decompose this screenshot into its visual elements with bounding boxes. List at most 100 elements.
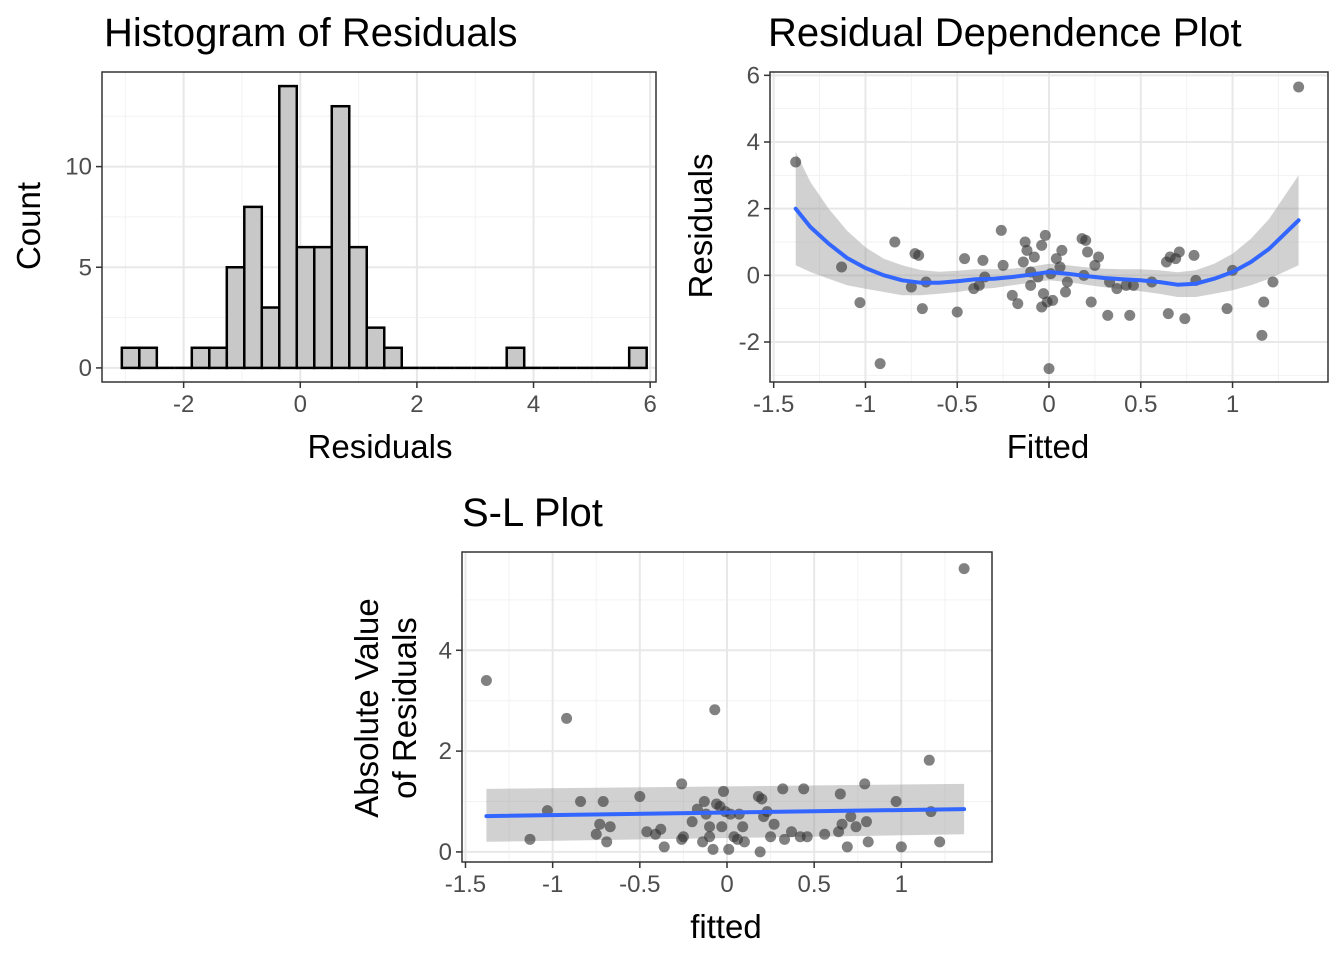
x-tick-label: 0 <box>1042 391 1055 418</box>
y-tick-label: 2 <box>439 738 452 765</box>
scatter-point <box>1085 296 1097 308</box>
scatter-point <box>786 826 798 838</box>
scatter-point <box>1043 363 1055 375</box>
scatter-point <box>718 785 730 797</box>
sl-plot-x-axis-label: fitted <box>690 908 762 945</box>
scatter-point <box>634 790 646 802</box>
scatter-point <box>601 836 613 848</box>
scatter-point <box>1017 256 1029 268</box>
scatter-point <box>958 563 970 575</box>
x-tick-label: 0.5 <box>797 871 830 898</box>
smooth-line <box>793 206 1301 287</box>
x-tick-label: 2 <box>410 391 423 418</box>
scatter-point <box>997 259 1009 271</box>
y-tick-label: 6 <box>747 62 760 89</box>
scatter-point <box>779 833 791 845</box>
scatter-point <box>801 831 813 843</box>
scatter-point <box>1256 329 1268 341</box>
y-tick-label: 4 <box>439 637 452 664</box>
scatter-point <box>777 783 789 795</box>
scatter-point <box>890 796 902 808</box>
scatter-point <box>834 788 846 800</box>
scatter-point <box>707 843 719 855</box>
histogram-bar <box>348 245 369 370</box>
histogram-panel: Histogram of Residuals Residuals Count -… <box>10 11 657 465</box>
scatter-point <box>836 818 848 830</box>
y-tick-label: 0 <box>747 262 760 289</box>
scatter-point <box>859 778 871 790</box>
scatter-point <box>658 841 670 853</box>
x-tick-label: 1 <box>895 871 908 898</box>
scatter-point <box>1173 246 1185 258</box>
scatter-point <box>836 261 848 273</box>
histogram-bar <box>313 245 334 370</box>
scatter-point <box>765 831 777 843</box>
scatter-point <box>1050 253 1062 265</box>
scatter-point <box>677 831 689 843</box>
scatter-point <box>1124 309 1136 321</box>
histogram-bar <box>627 346 648 370</box>
scatter-point <box>1021 244 1033 256</box>
scatter-point <box>641 826 653 838</box>
x-tick-label: -2 <box>173 391 194 418</box>
scatter-point <box>716 821 728 833</box>
histogram-bar <box>208 346 229 370</box>
sl-plot-title: S-L Plot <box>462 491 603 535</box>
scatter-point <box>845 811 857 823</box>
scatter-point <box>1093 251 1105 263</box>
scatter-point <box>973 279 985 291</box>
histogram-bar <box>225 266 246 370</box>
scatter-point <box>1012 298 1024 310</box>
scatter-point <box>737 821 749 833</box>
scatter-point <box>655 823 667 835</box>
scatter-point <box>1111 283 1123 295</box>
scatter-point <box>913 249 925 261</box>
histogram-y-axis-label: Count <box>10 182 47 270</box>
scatter-point <box>874 358 886 370</box>
scatter-point <box>841 841 853 853</box>
smooth-line <box>484 807 967 819</box>
histogram-bar <box>278 84 299 370</box>
scatter-point <box>819 828 831 840</box>
scatter-point <box>1102 309 1114 321</box>
scatter-point <box>1019 236 1031 248</box>
scatter-point <box>1054 261 1066 273</box>
y-tick-label: 0 <box>79 355 92 382</box>
residual-dependence-y-axis-label: Residuals <box>682 154 719 299</box>
scatter-point <box>923 754 935 766</box>
histogram-bar <box>365 326 386 370</box>
x-tick-label: 0 <box>720 871 733 898</box>
scatter-point <box>889 236 901 248</box>
y-tick-label: 0 <box>439 839 452 866</box>
x-tick-label: -1.5 <box>445 871 486 898</box>
scatter-point <box>754 846 766 858</box>
x-tick-label: -0.5 <box>619 871 660 898</box>
scatter-point <box>995 224 1007 236</box>
scatter-point <box>916 303 928 315</box>
scatter-point <box>1221 303 1233 315</box>
scatter-point <box>790 156 802 168</box>
histogram-title: Histogram of Residuals <box>104 11 518 55</box>
x-tick-label: 0.5 <box>1124 391 1157 418</box>
scatter-point <box>1061 276 1073 288</box>
x-tick-label: 1 <box>1226 391 1239 418</box>
scatter-point <box>860 816 872 828</box>
scatter-point <box>1060 286 1072 298</box>
scatter-point <box>524 833 536 845</box>
scatter-point <box>561 712 573 724</box>
scatter-point <box>1047 294 1059 306</box>
scatter-point <box>1188 249 1200 261</box>
y-tick-label: -2 <box>739 329 760 356</box>
x-tick-label: 4 <box>527 391 540 418</box>
histogram-bar <box>382 346 403 370</box>
scatter-point <box>895 841 907 853</box>
scatter-point <box>798 783 810 795</box>
x-tick-label: -1.5 <box>753 391 794 418</box>
histogram-bar <box>505 346 526 370</box>
scatter-point <box>738 836 750 848</box>
scatter-point <box>1056 244 1068 256</box>
scatter-point <box>1036 239 1048 251</box>
scatter-point <box>1028 251 1040 263</box>
x-tick-label: 6 <box>643 391 656 418</box>
